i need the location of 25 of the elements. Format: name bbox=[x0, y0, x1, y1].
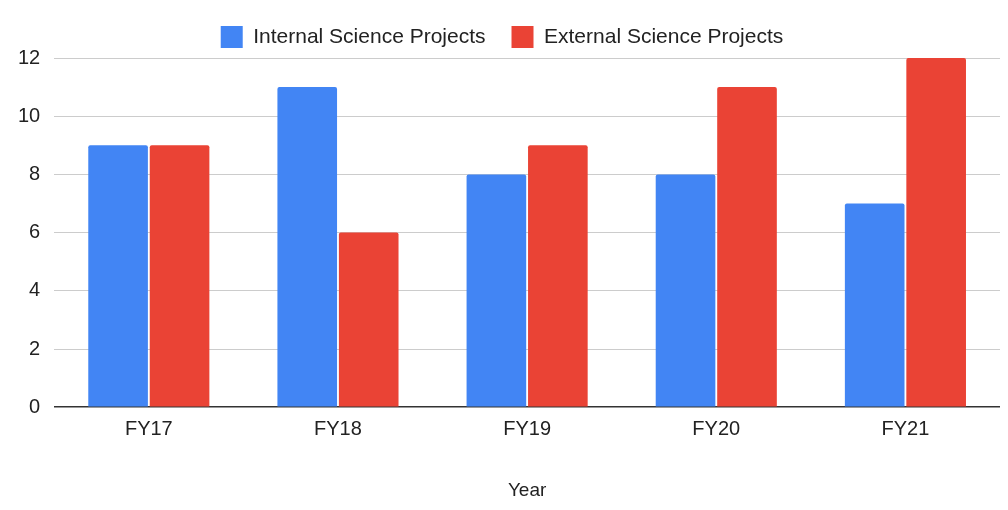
x-tick-label: FY20 bbox=[692, 416, 741, 439]
x-tick-label: FY21 bbox=[881, 416, 930, 439]
bar bbox=[149, 145, 210, 407]
y-tick-label: 8 bbox=[29, 161, 41, 184]
y-tick-label: 10 bbox=[18, 103, 41, 126]
bar bbox=[717, 87, 777, 407]
bar bbox=[88, 145, 148, 407]
bar bbox=[466, 174, 527, 407]
bar bbox=[655, 174, 716, 407]
bar bbox=[277, 87, 338, 407]
bar bbox=[528, 145, 588, 407]
y-tick-label: 4 bbox=[29, 278, 41, 301]
y-tick-label: 6 bbox=[29, 220, 41, 243]
x-tick-label: FY18 bbox=[314, 416, 362, 439]
bar bbox=[338, 232, 399, 407]
bar bbox=[906, 58, 966, 407]
x-tick-label: FY19 bbox=[503, 416, 552, 439]
x-tick-label: FY17 bbox=[124, 416, 173, 439]
legend-label: Internal Science Projects bbox=[253, 23, 486, 47]
bar bbox=[844, 203, 905, 407]
x-axis-title: Year bbox=[507, 478, 547, 500]
legend-label: External Science Projects bbox=[544, 23, 784, 47]
y-tick-label: 12 bbox=[18, 45, 41, 68]
y-tick-label: 0 bbox=[29, 394, 41, 417]
y-tick-label: 2 bbox=[29, 336, 41, 359]
